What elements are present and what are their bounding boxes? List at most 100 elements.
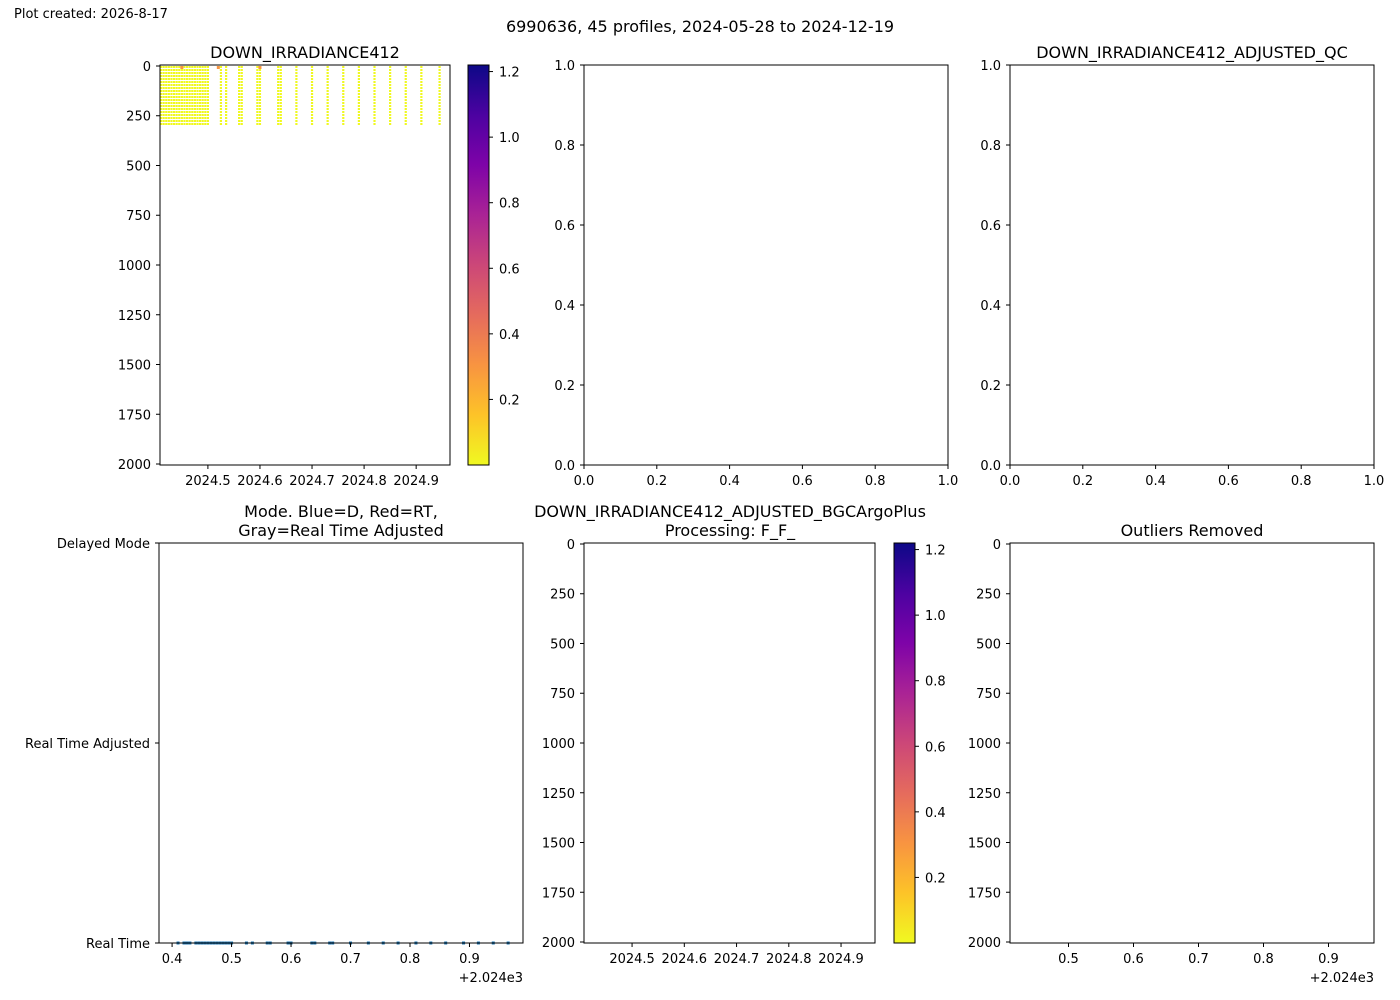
y-tick-label: 0.8 bbox=[980, 139, 1001, 154]
panel-title-mode-line2: Gray=Real Time Adjusted bbox=[238, 521, 444, 540]
y-tick-label: 250 bbox=[976, 588, 1001, 603]
x-tick-label: 0.7 bbox=[340, 952, 361, 967]
y-tick-label: 250 bbox=[126, 110, 151, 125]
colorbar-tick-label: 1.2 bbox=[925, 544, 946, 559]
panel-title-adjusted-qc: DOWN_IRRADIANCE412_ADJUSTED_QC bbox=[1036, 43, 1348, 62]
y-tick-label: Delayed Mode bbox=[57, 537, 150, 552]
x-offset-label: +2.024e3 bbox=[459, 971, 523, 986]
y-tick-label: 0 bbox=[143, 60, 151, 75]
y-tick-label: 0 bbox=[567, 538, 575, 553]
y-tick-label: 2000 bbox=[968, 936, 1001, 951]
x-tick-label: 2024.7 bbox=[714, 952, 760, 967]
y-tick-label: 1000 bbox=[968, 737, 1001, 752]
y-tick-label: 1.0 bbox=[980, 59, 1001, 74]
panel-title-bgcargoplus-line2: Processing: F_F_ bbox=[664, 521, 796, 540]
figure-suptitle: 6990636, 45 profiles, 2024-05-28 to 2024… bbox=[505, 17, 895, 36]
x-tick-label: 0.0 bbox=[574, 474, 595, 489]
x-tick-label: 0.6 bbox=[281, 952, 302, 967]
x-tick-label: 0.6 bbox=[792, 474, 813, 489]
y-tick-label: 250 bbox=[550, 588, 575, 603]
y-tick-label: 1500 bbox=[968, 837, 1001, 852]
colorbar-tick-label: 0.6 bbox=[499, 262, 520, 277]
axes-frame bbox=[158, 542, 524, 944]
x-tick-label: 0.4 bbox=[162, 952, 183, 967]
x-tick-label: 0.8 bbox=[1253, 952, 1274, 967]
colorbar-tick-label: 0.2 bbox=[925, 871, 946, 886]
x-tick-label: 2024.7 bbox=[289, 474, 335, 489]
axes-frame bbox=[583, 64, 949, 466]
x-tick-label: 2024.8 bbox=[341, 474, 387, 489]
x-tick-label: 2024.5 bbox=[185, 474, 231, 489]
colorbar bbox=[893, 542, 916, 944]
y-tick-label: 2000 bbox=[118, 458, 151, 473]
axes-frame bbox=[1009, 542, 1375, 944]
x-tick-label: 0.6 bbox=[1218, 474, 1239, 489]
x-tick-label: 2024.6 bbox=[662, 952, 708, 967]
x-tick-label: 0.9 bbox=[1318, 952, 1339, 967]
panel-title-outliers-removed: Outliers Removed bbox=[1120, 521, 1264, 540]
near-surface-value-point bbox=[180, 65, 184, 69]
y-tick-label: 1.0 bbox=[554, 59, 575, 74]
y-tick-label: 1000 bbox=[542, 737, 575, 752]
x-tick-label: 2024.8 bbox=[766, 952, 812, 967]
y-tick-label: Real Time Adjusted bbox=[25, 737, 150, 752]
y-tick-label: 0.2 bbox=[980, 379, 1001, 394]
axes-frame bbox=[583, 542, 876, 944]
y-tick-label: 1250 bbox=[118, 309, 151, 324]
y-tick-label: 1000 bbox=[118, 259, 151, 274]
y-tick-label: 1250 bbox=[968, 787, 1001, 802]
x-tick-label: 0.7 bbox=[1188, 952, 1209, 967]
x-tick-label: 0.4 bbox=[719, 474, 740, 489]
plot-created-label: Plot created: 2026-8-17 bbox=[14, 7, 168, 22]
y-tick-label: 0.0 bbox=[980, 459, 1001, 474]
panel-title-bgcargoplus-line1: DOWN_IRRADIANCE412_ADJUSTED_BGCArgoPlus bbox=[534, 502, 926, 521]
y-tick-label: 0.4 bbox=[980, 299, 1001, 314]
x-tick-label: 0.0 bbox=[1000, 474, 1021, 489]
x-tick-label: 1.0 bbox=[938, 474, 959, 489]
x-tick-label: 2024.9 bbox=[818, 952, 864, 967]
colorbar bbox=[467, 64, 490, 466]
y-tick-label: 0.6 bbox=[980, 219, 1001, 234]
y-tick-label: 500 bbox=[550, 637, 575, 652]
y-tick-label: 1750 bbox=[968, 886, 1001, 901]
y-tick-label: 0 bbox=[993, 538, 1001, 553]
y-tick-label: 0.2 bbox=[554, 379, 575, 394]
colorbar-tick-label: 0.8 bbox=[925, 675, 946, 690]
colorbar-tick-label: 0.4 bbox=[925, 806, 946, 821]
y-tick-label: 1750 bbox=[542, 886, 575, 901]
axes-frame bbox=[159, 64, 451, 466]
y-tick-label: 0.4 bbox=[554, 299, 575, 314]
x-tick-label: 2024.9 bbox=[393, 474, 439, 489]
x-tick-label: 2024.6 bbox=[237, 474, 283, 489]
y-tick-label: 1500 bbox=[542, 837, 575, 852]
y-tick-label: 750 bbox=[126, 209, 151, 224]
y-tick-label: 0.0 bbox=[554, 459, 575, 474]
x-tick-label: 0.8 bbox=[865, 474, 886, 489]
y-tick-label: 750 bbox=[550, 687, 575, 702]
colorbar-tick-label: 0.6 bbox=[925, 740, 946, 755]
y-tick-label: 1750 bbox=[118, 408, 151, 423]
panel-title-mode-line1: Mode. Blue=D, Red=RT, bbox=[244, 502, 438, 521]
colorbar-tick-label: 1.2 bbox=[499, 66, 520, 81]
x-tick-label: 0.2 bbox=[1072, 474, 1093, 489]
colorbar-tick-label: 0.8 bbox=[499, 197, 520, 212]
y-tick-label: 500 bbox=[126, 159, 151, 174]
y-tick-label: 0.6 bbox=[554, 219, 575, 234]
colorbar-tick-label: 1.0 bbox=[499, 131, 520, 146]
x-tick-label: 0.8 bbox=[400, 952, 421, 967]
x-tick-label: 0.2 bbox=[646, 474, 667, 489]
x-tick-label: 0.8 bbox=[1291, 474, 1312, 489]
axes-layer: 2024.5 2024.6 2024.7 2024.8 2024.9 0 250 500 750… bbox=[25, 59, 1384, 986]
y-tick-label: 750 bbox=[976, 687, 1001, 702]
x-tick-label: 0.5 bbox=[221, 952, 242, 967]
colorbar-tick-label: 0.2 bbox=[499, 393, 520, 408]
y-tick-label: 1250 bbox=[542, 787, 575, 802]
x-tick-label: 0.9 bbox=[459, 952, 480, 967]
colorbar-tick-label: 0.4 bbox=[499, 328, 520, 343]
x-tick-label: 0.5 bbox=[1058, 952, 1079, 967]
y-tick-label: 500 bbox=[976, 637, 1001, 652]
y-tick-label: 0.8 bbox=[554, 139, 575, 154]
x-tick-label: 0.4 bbox=[1145, 474, 1166, 489]
data-layer bbox=[159, 65, 510, 945]
